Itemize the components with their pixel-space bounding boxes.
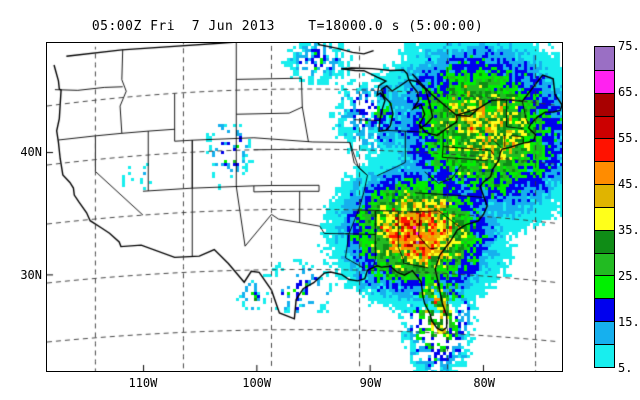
colorbar-tick-label: 55. (618, 131, 640, 145)
longitude-tick-label: 90W (359, 376, 382, 390)
colorbar-tick-label: 25. (618, 269, 640, 283)
colorbar-band (595, 138, 614, 162)
colorbar-band (595, 298, 614, 322)
colorbar-band (595, 275, 614, 299)
colorbar-tick-label: 65. (618, 85, 640, 99)
colorbar-tick-label: 75. (618, 39, 640, 53)
colorbar-band (595, 47, 614, 70)
precipitation-field (47, 43, 562, 371)
latitude-tick-label: 40N (20, 145, 42, 160)
colorbar[interactable] (594, 46, 615, 368)
colorbar-band (595, 321, 614, 344)
colorbar-band (595, 229, 614, 253)
colorbar-band (595, 252, 614, 276)
longitude-tick-label: 100W (242, 376, 272, 390)
colorbar-band (595, 115, 614, 139)
colorbar-band (595, 343, 614, 367)
colorbar-band (595, 92, 614, 116)
colorbar-tick-label: 45. (618, 177, 640, 191)
colorbar-band (595, 161, 614, 185)
colorbar-band (595, 206, 614, 230)
colorbar-band (595, 184, 614, 207)
longitude-tick-label: 80W (473, 376, 495, 390)
colorbar-band (595, 69, 614, 93)
colorbar-tick-label: 35. (618, 223, 640, 237)
longitude-tick-label: 110W (128, 376, 158, 390)
latitude-tick-label: 30N (20, 268, 42, 283)
map-plot-area[interactable] (46, 42, 563, 372)
figure-title: 05:00Z Fri 7 Jun 2013 T=18000.0 s (5:00:… (91, 19, 484, 34)
colorbar-tick-label: 15. (618, 315, 640, 329)
colorbar-tick-label: 5. (618, 361, 633, 375)
